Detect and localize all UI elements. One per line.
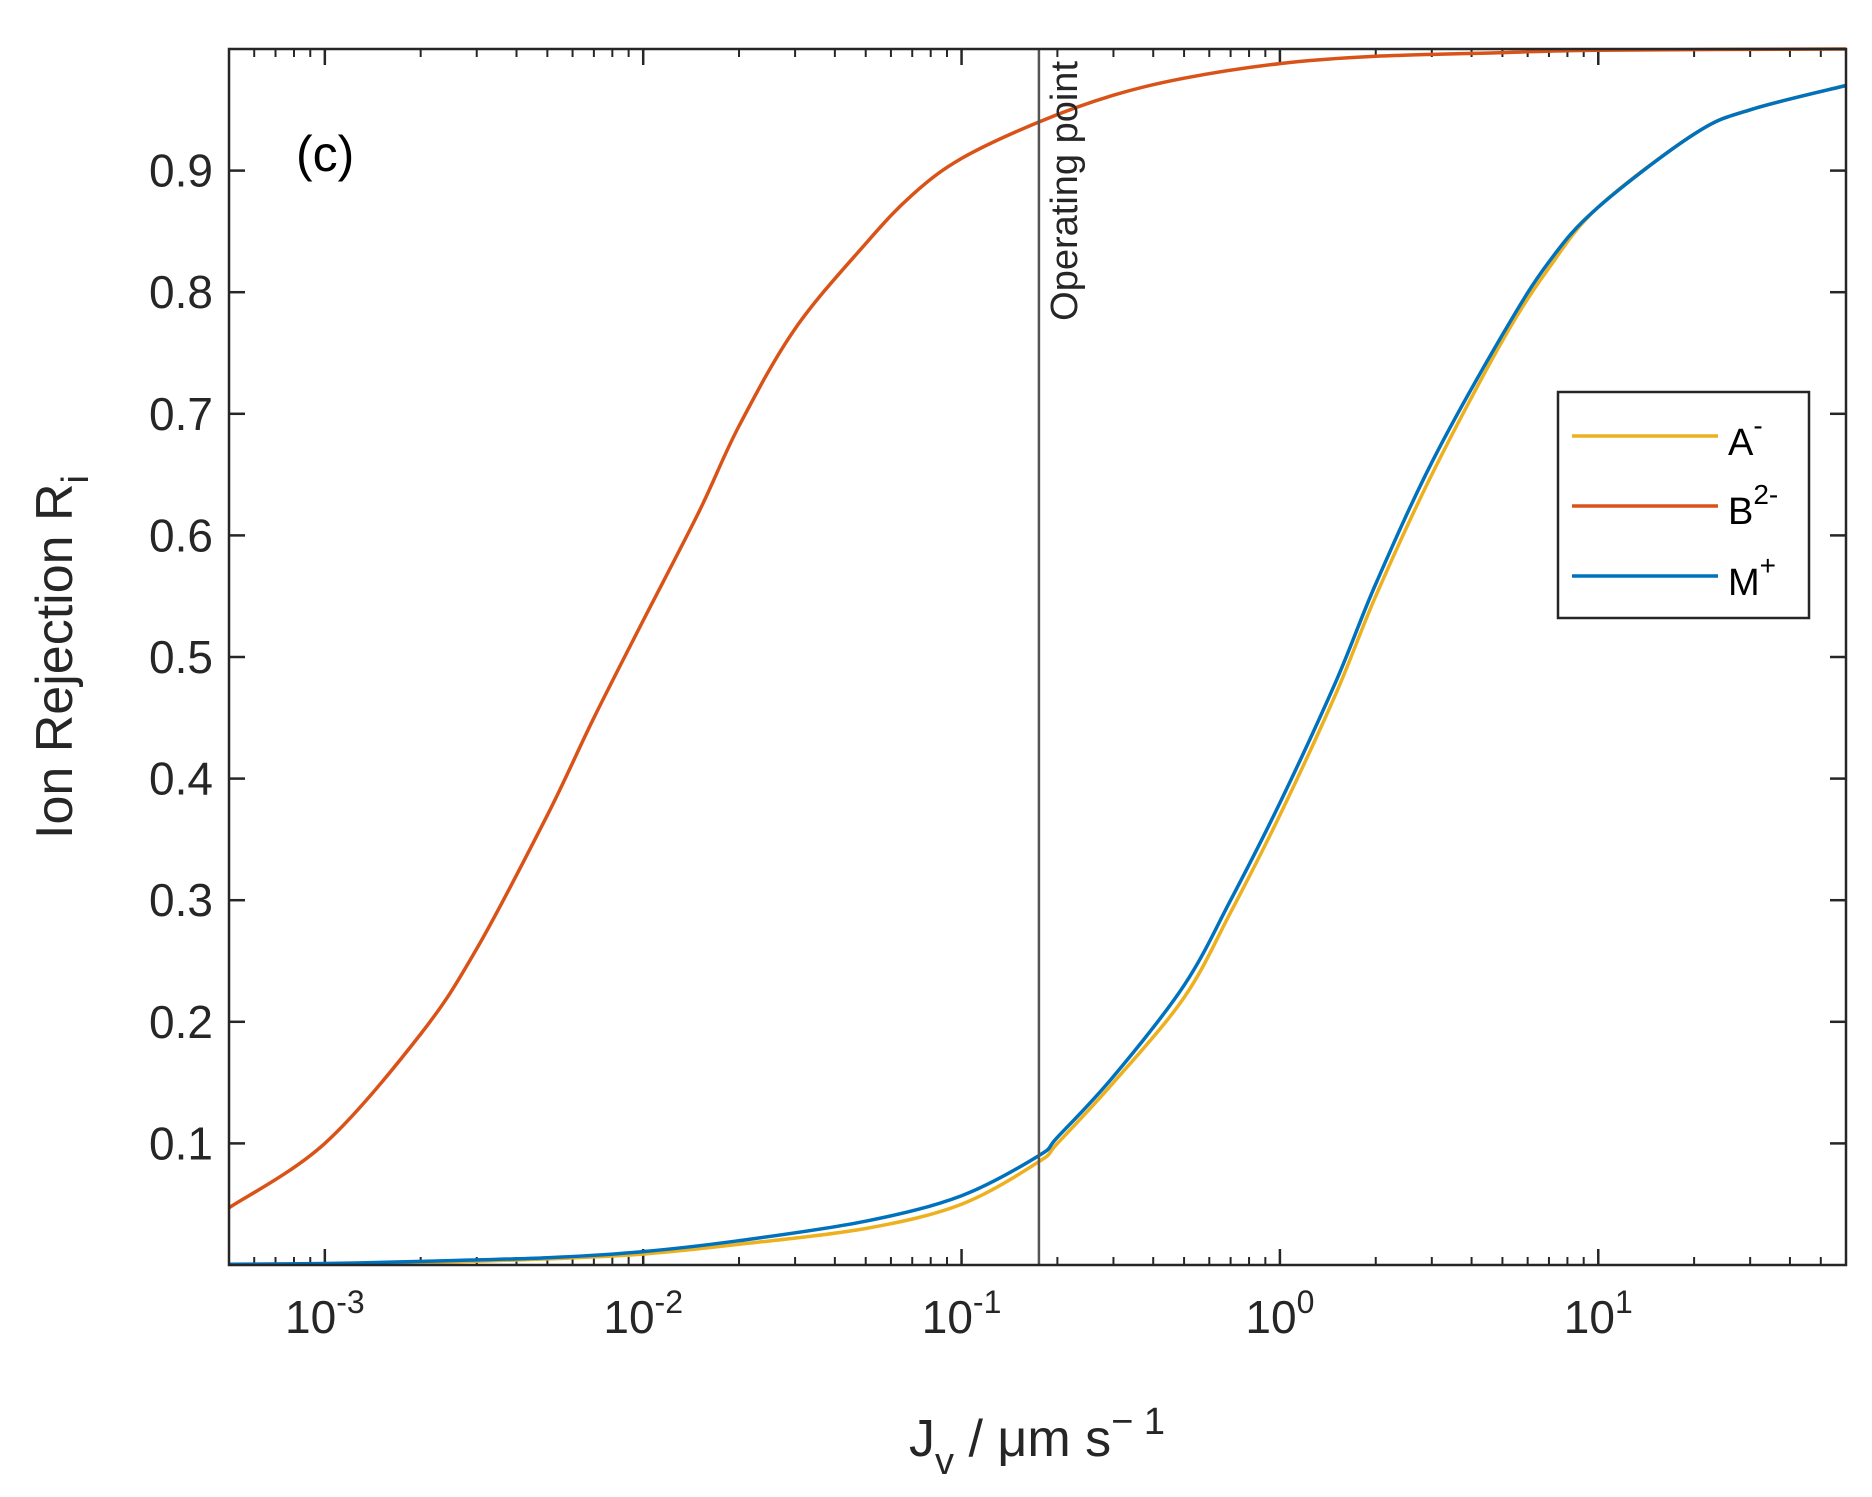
series-line-m xyxy=(228,83,1847,1267)
series-line-a xyxy=(228,83,1847,1267)
x-axis-label-sub: v xyxy=(935,1441,954,1483)
y-axis-label: Ion Rejection Ri xyxy=(26,475,97,839)
y-tick-label: 0.5 xyxy=(149,631,213,683)
plot-frame xyxy=(227,47,1848,1267)
y-tick-label: 0.4 xyxy=(149,753,213,805)
x-axis-label-rest: / μm s xyxy=(954,1410,1111,1468)
y-ticks: 0.1 0.2 0.3 0.4 0.5 0.6 0.7 0.8 0.9 xyxy=(149,145,1846,1169)
y-tick-label: 0.7 xyxy=(149,388,213,440)
x-tick-label: 10-1 xyxy=(922,1284,1002,1343)
y-tick-label: 0.2 xyxy=(149,996,213,1048)
x-axis-label-sup: − 1 xyxy=(1111,1401,1165,1443)
x-axis-label-base: J xyxy=(909,1410,935,1468)
x-tick-label: 100 xyxy=(1245,1284,1314,1343)
x-ticks: 10-3 10-2 10-1 100 101 xyxy=(285,49,1633,1343)
y-axis-label-sub: i xyxy=(55,475,97,483)
legend-label-a: A- xyxy=(1728,410,1763,464)
legend-label-b: B2- xyxy=(1728,479,1778,533)
operating-point-label: Operating point xyxy=(1044,61,1086,321)
y-tick-label: 0.1 xyxy=(149,1117,213,1169)
y-tick-label: 0.9 xyxy=(149,145,213,197)
series-line-b xyxy=(228,47,1847,1210)
x-tick-label: 101 xyxy=(1564,1284,1633,1343)
plot-area xyxy=(229,49,1846,1265)
legend-label-m: M+ xyxy=(1728,550,1776,604)
y-tick-label: 0.8 xyxy=(149,266,213,318)
legend: A- B2- M+ xyxy=(1556,390,1811,620)
x-tick-label: 10-2 xyxy=(603,1284,683,1343)
y-tick-label: 0.6 xyxy=(149,509,213,561)
x-tick-label: 10-3 xyxy=(285,1284,365,1343)
x-axis-label: Jv / μm s− 1 xyxy=(909,1401,1165,1483)
series-lines xyxy=(228,47,1847,1267)
operating-point-group: Operating point xyxy=(1037,49,1086,1265)
panel-label: (c) xyxy=(296,126,354,182)
y-tick-label: 0.3 xyxy=(149,874,213,926)
y-axis-label-base: Ion Rejection R xyxy=(26,483,84,839)
